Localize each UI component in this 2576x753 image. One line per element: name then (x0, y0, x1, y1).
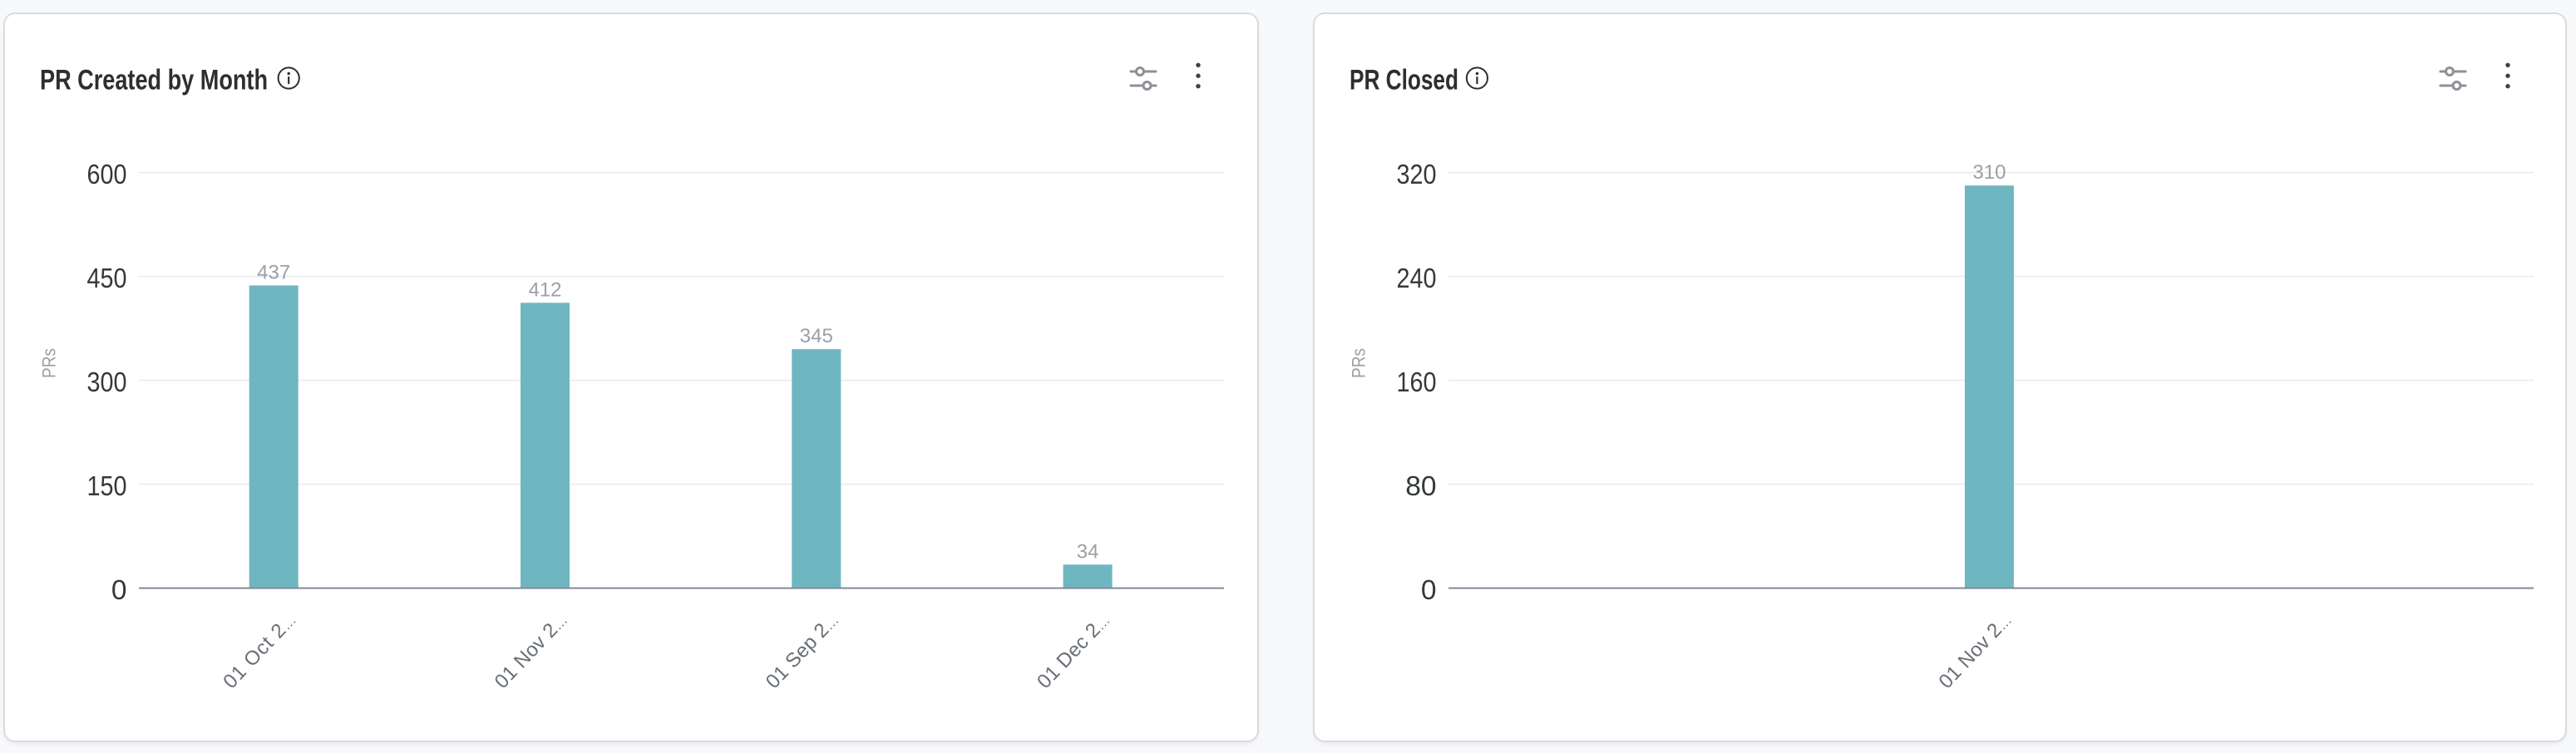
svg-text:300: 300 (87, 367, 127, 398)
svg-text:437: 437 (257, 261, 290, 283)
svg-text:450: 450 (87, 263, 127, 294)
svg-text:PRs: PRs (1349, 348, 1369, 378)
svg-text:01 Oct 2…: 01 Oct 2… (219, 609, 300, 693)
svg-text:PR Created by Month: PR Created by Month (40, 65, 268, 96)
svg-text:345: 345 (800, 325, 833, 347)
svg-text:320: 320 (1397, 160, 1437, 190)
svg-text:0: 0 (1421, 575, 1437, 606)
svg-text:240: 240 (1397, 263, 1437, 294)
svg-text:01 Nov 2…: 01 Nov 2… (491, 609, 572, 693)
svg-text:310: 310 (1972, 161, 2006, 184)
svg-text:01 Nov 2…: 01 Nov 2… (1934, 609, 2016, 693)
svg-text:80: 80 (1405, 471, 1436, 502)
svg-text:412: 412 (528, 278, 561, 301)
svg-text:600: 600 (87, 160, 127, 190)
svg-text:01 Dec 2…: 01 Dec 2… (1033, 609, 1114, 693)
svg-text:01 Sep 2…: 01 Sep 2… (762, 609, 843, 693)
svg-text:0: 0 (111, 575, 127, 606)
svg-text:150: 150 (87, 471, 127, 502)
svg-text:PR Closed: PR Closed (1350, 65, 1458, 96)
svg-text:PRs: PRs (39, 348, 60, 378)
svg-text:160: 160 (1397, 367, 1437, 398)
svg-text:34: 34 (1077, 540, 1099, 563)
